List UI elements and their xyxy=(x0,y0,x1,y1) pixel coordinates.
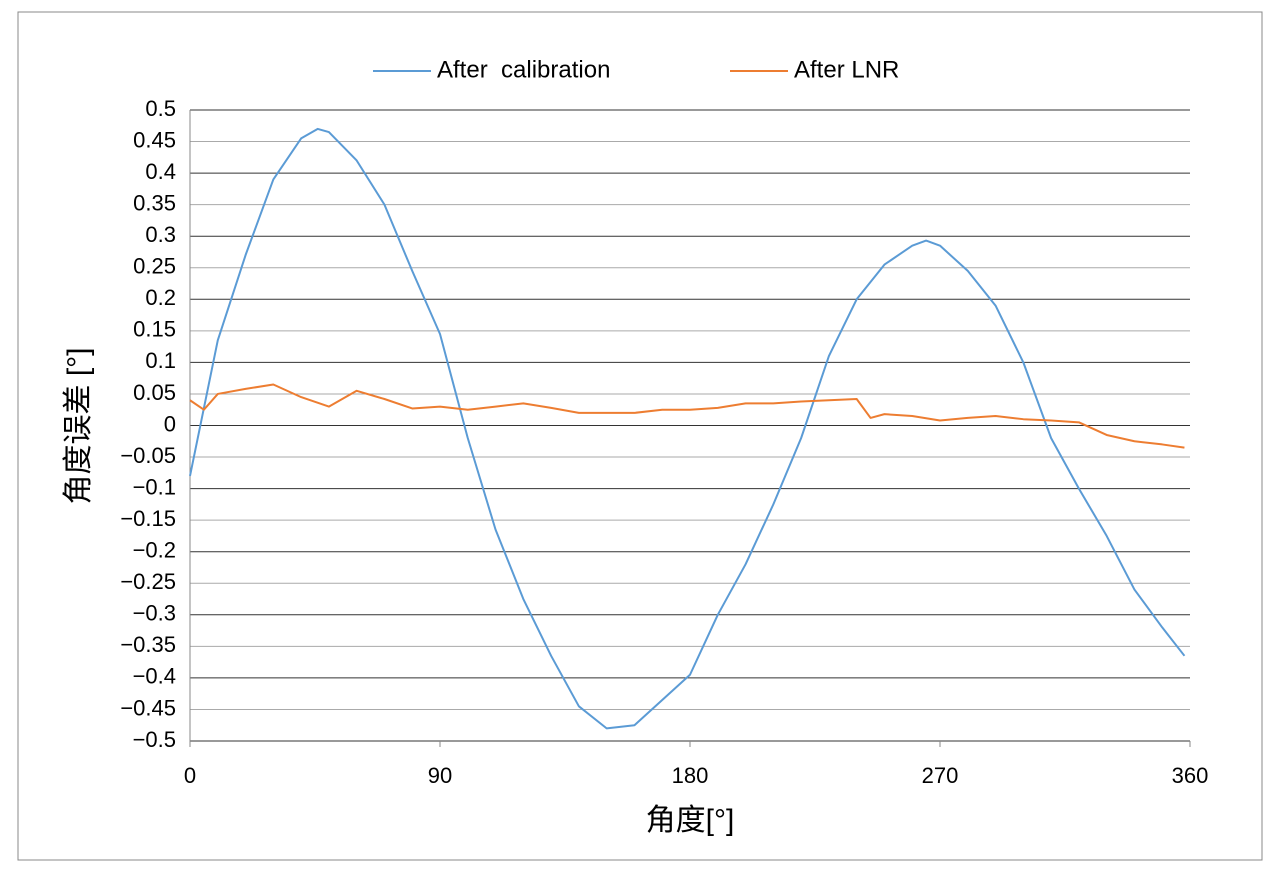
y-tick-label: −0.35 xyxy=(120,632,176,657)
y-tick-label: −0.15 xyxy=(120,506,176,531)
y-tick-label: 0.2 xyxy=(145,285,176,310)
y-tick-label: −0.05 xyxy=(120,443,176,468)
y-tick-label: 0.05 xyxy=(133,380,176,405)
y-tick-label: 0 xyxy=(164,411,176,436)
x-tick-label: 180 xyxy=(672,763,709,788)
x-tick-label: 270 xyxy=(922,763,959,788)
data-line xyxy=(189,127,1186,730)
y-tick-label: −0.45 xyxy=(120,695,176,720)
x-tick-label: 360 xyxy=(1172,763,1209,788)
y-tick-label: −0.5 xyxy=(133,727,176,752)
y-tick-label: 0.45 xyxy=(133,127,176,152)
y-tick-label: −0.1 xyxy=(133,474,176,499)
y-axis-label: 角度误差 [°] xyxy=(62,347,95,504)
y-tick-label: 0.25 xyxy=(133,254,176,279)
y-tick-label: −0.3 xyxy=(133,601,176,626)
legend-label: After LNR xyxy=(794,56,899,83)
y-tick-label: −0.25 xyxy=(120,569,176,594)
y-tick-label: 0.4 xyxy=(145,159,176,184)
y-tick-label: 0.3 xyxy=(145,222,176,247)
y-tick-label: 0.15 xyxy=(133,317,176,342)
x-tick-label: 90 xyxy=(428,763,452,788)
y-tick-label: 0.35 xyxy=(133,190,176,215)
y-tick-label: −0.2 xyxy=(133,538,176,563)
x-axis-label: 角度[°] xyxy=(646,804,735,837)
y-tick-label: 0.5 xyxy=(145,96,176,121)
y-tick-label: −0.4 xyxy=(133,664,176,689)
y-tick-label: 0.1 xyxy=(145,348,176,373)
legend-label: After calibration xyxy=(437,56,610,83)
x-tick-label: 0 xyxy=(184,763,196,788)
data-line xyxy=(189,383,1185,449)
chart-frame xyxy=(17,11,1263,861)
